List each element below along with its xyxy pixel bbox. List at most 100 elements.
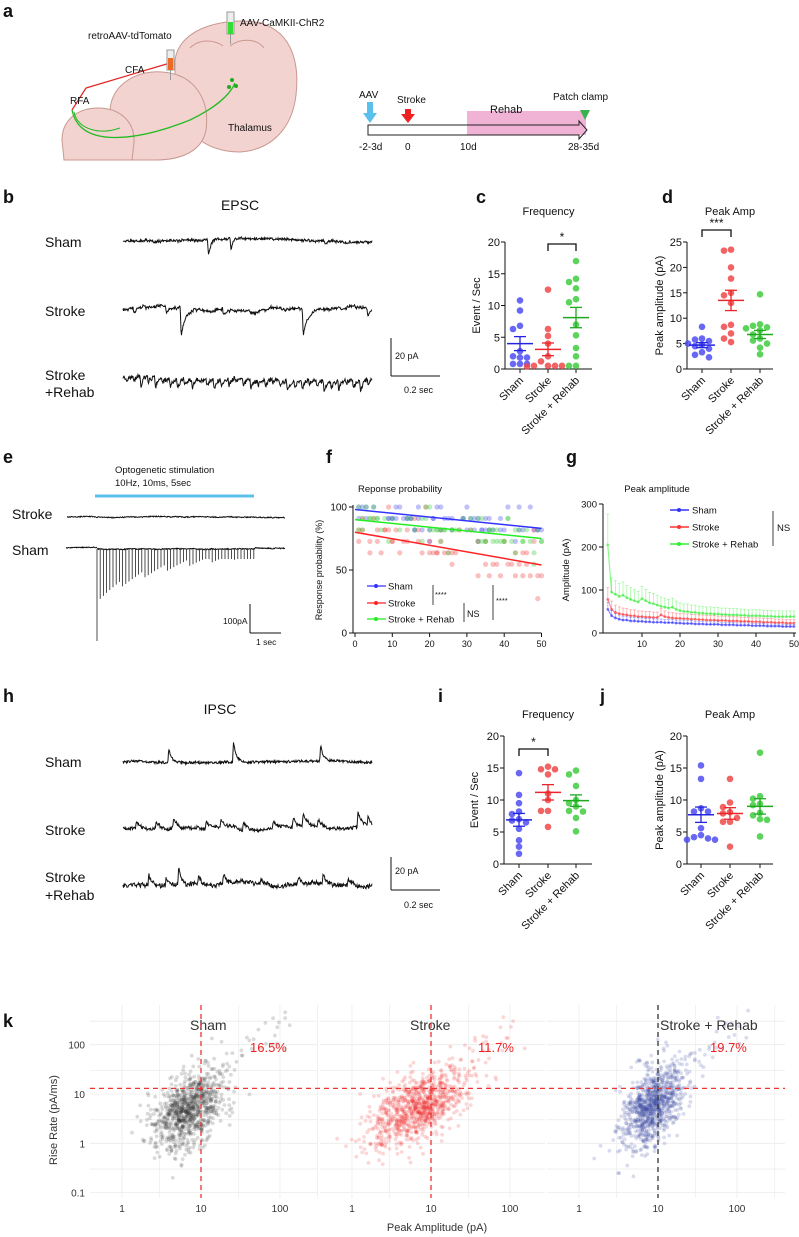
k-event-point: [161, 1133, 165, 1138]
k-event-point: [367, 1115, 372, 1120]
k-event-point: [186, 1103, 190, 1108]
k-event-point: [659, 1118, 664, 1123]
k-event-point: [613, 1088, 618, 1092]
k-event-point: [663, 1084, 668, 1088]
k-event-point: [196, 1106, 201, 1111]
k-event-point: [640, 1122, 645, 1127]
d-data-point-sham: [691, 336, 699, 343]
k-event-point: [444, 1093, 449, 1098]
k-event-point: [150, 1122, 155, 1127]
k-event-point: [665, 1071, 670, 1076]
k-event-point: [180, 1104, 185, 1109]
k-event-point: [162, 1101, 167, 1106]
d-data-point-stroke: [720, 335, 728, 342]
k-event-point: [427, 1105, 431, 1110]
k-event-point: [174, 1094, 179, 1099]
k-event-point: [626, 1112, 631, 1117]
k-event-point: [183, 1094, 188, 1099]
k-event-point: [435, 1111, 440, 1115]
k-event-point: [167, 1113, 172, 1117]
k-event-point: [381, 1098, 386, 1103]
k-event-point: [186, 1111, 190, 1116]
k-event-point: [204, 1113, 209, 1118]
k-event-point: [205, 1129, 210, 1134]
k-event-point: [648, 1108, 653, 1113]
k-event-point: [652, 1101, 656, 1105]
k-event-point: [407, 1100, 412, 1105]
k-event-point: [167, 1112, 171, 1117]
k-event-point: [366, 1161, 371, 1165]
j-data-point-sham: [690, 808, 698, 815]
k-event-point: [450, 1089, 455, 1094]
thalamus-neuron: [230, 78, 234, 82]
k-event-point: [641, 1113, 646, 1118]
k-event-point: [179, 1133, 183, 1137]
c-data-point-sham: [523, 354, 531, 361]
k-event-point: [426, 1100, 431, 1105]
k-event-point: [649, 1066, 654, 1070]
k-event-point: [171, 1140, 176, 1144]
k-event-point: [376, 1135, 381, 1139]
k-event-point: [396, 1098, 401, 1103]
k-event-point: [442, 1107, 447, 1112]
ipsc-label-sham: Sham: [45, 754, 82, 770]
k-event-point: [160, 1107, 165, 1112]
i-data-point-stroke: [544, 823, 552, 831]
k-event-point: [637, 1098, 642, 1102]
k-event-point: [431, 1102, 436, 1107]
k-event-point: [163, 1119, 168, 1124]
k-event-point: [645, 1098, 650, 1103]
k-event-point: [417, 1116, 422, 1121]
k-event-point: [386, 1108, 391, 1113]
k-event-point: [186, 1127, 191, 1132]
k-event-point: [442, 1111, 446, 1116]
k-event-point: [146, 1103, 151, 1108]
k-event-point: [178, 1120, 183, 1125]
k-event-point: [413, 1124, 418, 1129]
k-event-point: [421, 1071, 425, 1076]
k-event-point: [664, 1123, 669, 1128]
d-data-point-stroke-rehab: [763, 324, 771, 331]
k-event-point: [650, 1117, 655, 1122]
k-event-point: [420, 1126, 425, 1130]
f-x-tick-label: 0: [352, 639, 357, 649]
k-event-point: [675, 1084, 680, 1088]
k-event-point: [195, 1124, 200, 1129]
f-data-point: [516, 504, 522, 510]
k-event-point: [201, 1099, 206, 1104]
k-event-point: [190, 1119, 194, 1123]
g-legend-marker: [677, 542, 681, 546]
c-data-point-sham: [509, 353, 517, 360]
k-event-point: [195, 1098, 199, 1103]
k-event-point: [184, 1091, 189, 1096]
k-event-point: [208, 1076, 212, 1081]
k-event-point: [404, 1105, 409, 1110]
k-event-point: [645, 1107, 650, 1111]
k-event-point: [395, 1126, 399, 1130]
k-event-point: [640, 1097, 644, 1102]
f-data-point: [531, 527, 537, 533]
k-event-point: [421, 1098, 425, 1102]
k-event-point: [665, 1084, 670, 1088]
k-event-point: [647, 1128, 651, 1132]
k-event-point: [433, 1099, 437, 1104]
k-event-point: [172, 1127, 177, 1131]
k-event-point: [666, 1115, 671, 1120]
k-event-point: [166, 1126, 171, 1130]
k-event-point: [429, 1090, 433, 1094]
d-data-point-sham: [691, 351, 699, 359]
k-event-point: [173, 1142, 178, 1147]
k-event-point: [192, 1142, 197, 1147]
k-event-point: [401, 1107, 406, 1112]
k-event-point: [645, 1072, 649, 1077]
k-event-point: [659, 1094, 664, 1099]
k-event-point: [432, 1098, 437, 1103]
d-data-point-sham: [698, 335, 706, 342]
k-event-point: [189, 1094, 193, 1098]
g-data-point: [785, 615, 788, 619]
k-event-point: [618, 1148, 622, 1153]
k-event-point: [184, 1114, 189, 1119]
k-event-point: [186, 1111, 191, 1116]
f-data-point: [516, 527, 522, 533]
k-event-point: [158, 1139, 163, 1143]
